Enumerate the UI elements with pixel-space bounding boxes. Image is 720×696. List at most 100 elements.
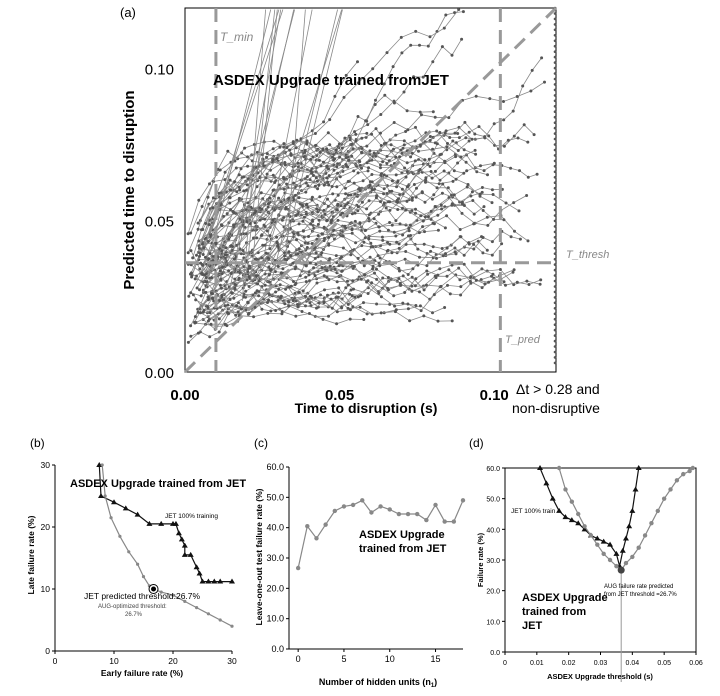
trace-point [301, 229, 305, 233]
trace-point [436, 273, 440, 277]
panel-d-x-tick-label: 0.04 [626, 660, 640, 667]
trace-point [356, 295, 360, 299]
trace-point [303, 215, 306, 219]
trace-point [479, 164, 482, 168]
edge-point [553, 12, 557, 15]
panel-c-label: (c) [254, 436, 268, 450]
trace-point [327, 235, 331, 239]
trace-point [390, 189, 394, 193]
trace-line [203, 266, 401, 311]
trace-point [502, 144, 506, 148]
panel-c-ticks: 0 5 10 15 0.0 10.0 20.0 30.0 40.0 50.0 60.0 [266, 462, 440, 664]
trace-point [480, 190, 484, 194]
trace-point [287, 304, 291, 308]
trace-point [392, 230, 396, 234]
trace-point [340, 306, 344, 310]
trace-point [303, 241, 307, 245]
trace-point [452, 169, 456, 173]
trace-point [385, 249, 389, 253]
trace-point [502, 118, 506, 122]
edge-point [553, 350, 557, 354]
trace-point [400, 151, 404, 155]
trace-point [200, 263, 204, 267]
trace-point [479, 278, 483, 282]
trace-point [511, 270, 515, 274]
trace-point [429, 170, 433, 173]
trace-point [412, 183, 416, 186]
trace-point [338, 155, 342, 159]
panel-b-aug-point [218, 618, 222, 622]
trace-point [397, 242, 401, 246]
trace-point [219, 286, 223, 290]
trace-point [485, 248, 489, 252]
panel-d-jet-point [622, 535, 629, 541]
trace-point [498, 268, 502, 271]
trace-point [247, 275, 251, 279]
trace-point [350, 142, 354, 146]
panel-b-aug-threshold-note-2: 26.7% [125, 612, 143, 618]
edge-point [553, 334, 557, 337]
trace-point [450, 203, 454, 207]
trace-point [227, 237, 231, 241]
trace-point [500, 242, 504, 246]
trace-point [413, 139, 417, 143]
edge-point [553, 290, 557, 294]
trace-point [435, 256, 438, 260]
trace-point [268, 234, 272, 238]
trace-point [200, 205, 204, 208]
panel-b-jet-point [211, 578, 218, 584]
trace-point [199, 294, 203, 298]
trace-point [362, 264, 366, 268]
trace-point [320, 251, 324, 255]
panel-b-x-tick-label: 20 [168, 656, 178, 666]
trace-point [459, 293, 463, 297]
trace-point [438, 267, 442, 271]
trace-point [223, 170, 227, 174]
trace-point [273, 181, 277, 184]
trace-point [415, 186, 418, 190]
edge-point [553, 345, 557, 348]
trace-point [395, 185, 399, 189]
trace-line [202, 81, 545, 230]
trace-point [326, 131, 330, 135]
panel-b-jet-point [96, 462, 103, 467]
panel-b-jet-point [205, 578, 212, 584]
t-min-text: T_min [220, 30, 254, 44]
trace-point [294, 265, 298, 269]
edge-point [553, 296, 557, 299]
trace-point [433, 141, 437, 145]
trace-point [253, 221, 257, 225]
trace-point [331, 155, 334, 159]
trace-point [490, 253, 494, 257]
trace-point [407, 234, 410, 238]
trace-point [348, 138, 352, 142]
panel-c-point [295, 565, 301, 571]
panel-d-y-tick-label: 50.0 [486, 497, 500, 504]
trace-point [403, 257, 407, 261]
trace-point [382, 192, 386, 196]
trace-point [518, 237, 522, 241]
trace-point [199, 311, 202, 315]
trace-point [319, 164, 323, 168]
trace-point [315, 306, 318, 310]
trace-point [404, 250, 408, 253]
trace-point [437, 182, 441, 186]
trace-point [340, 255, 343, 259]
trace-point [276, 265, 280, 268]
trace-point [371, 67, 375, 71]
trace-point [357, 187, 361, 190]
trace-point [504, 283, 507, 287]
trace-point [328, 143, 332, 147]
panel-d-x-tick-label: 0.02 [562, 660, 576, 667]
trace-point [426, 272, 430, 276]
edge-point [553, 328, 557, 332]
panel-d-aug-point [687, 468, 692, 474]
trace-point [384, 206, 388, 210]
panel-d-label: (d) [469, 436, 484, 450]
panel-a-plot-frame [184, 7, 557, 373]
panel-c-xlabel-sub: 1 [431, 683, 435, 689]
trace-point [320, 232, 324, 236]
panel-b: (b) 0 10 20 30 0 10 20 30 ASDEX Upgrade trained… [26, 436, 246, 678]
trace-point [301, 219, 305, 223]
panel-b-jet-point [199, 578, 206, 584]
